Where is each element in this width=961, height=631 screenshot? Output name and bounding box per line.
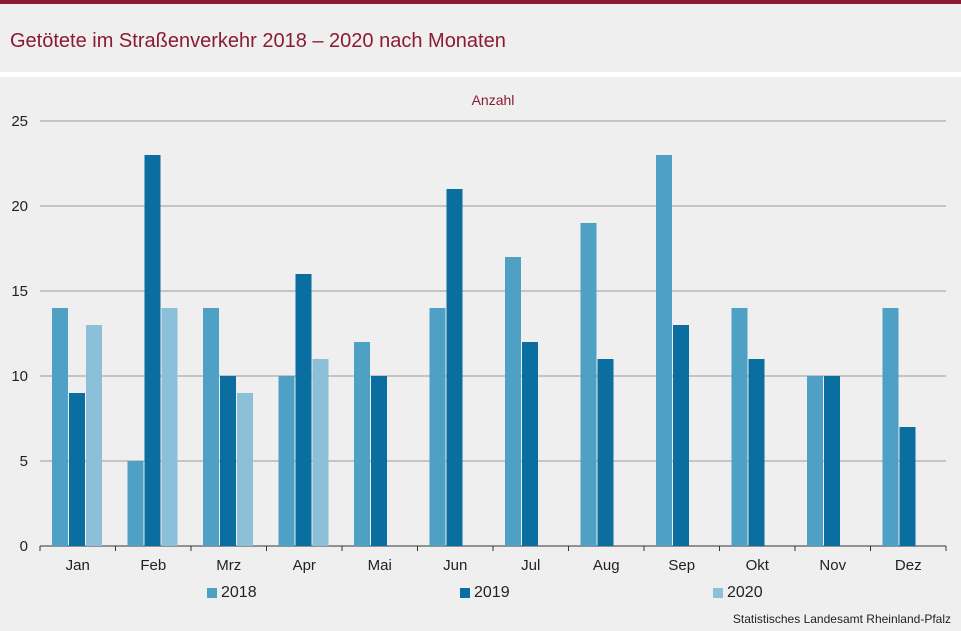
bar-2019	[446, 189, 463, 546]
x-tick-label: Apr	[293, 557, 316, 574]
x-tick-label: Jul	[521, 557, 540, 574]
y-tick-label: 10	[11, 368, 28, 385]
bar-2019	[144, 155, 161, 546]
chart-title: Getötete im Straßenverkehr 2018 – 2020 n…	[10, 30, 506, 52]
bar-2019	[597, 359, 614, 546]
y-axis-label: Anzahl	[472, 92, 515, 108]
legend-item-2020: 2020	[713, 584, 763, 602]
x-tick-label: Mai	[368, 557, 392, 574]
bar-2020	[237, 393, 253, 546]
y-tick-label: 25	[11, 113, 28, 130]
top-accent-bar	[0, 0, 961, 4]
header-separator	[0, 72, 961, 77]
legend-label-2020: 2020	[727, 584, 763, 601]
bar-2019	[295, 274, 312, 546]
x-tick-label: Nov	[819, 557, 846, 574]
x-tick-label: Jun	[443, 557, 467, 574]
bar-2018	[807, 376, 823, 546]
legend-swatch-2019	[460, 588, 470, 598]
bar-2020	[86, 325, 102, 546]
bar-2018	[882, 308, 899, 546]
bar-2019	[220, 376, 236, 546]
legend-swatch-2018	[207, 588, 217, 598]
bar-2018	[656, 155, 672, 546]
bar-2018	[278, 376, 295, 546]
bar-2018	[127, 461, 144, 546]
legend-label-2018: 2018	[221, 584, 257, 601]
legend-item-2018: 2018	[207, 584, 257, 602]
bar-2019	[673, 325, 689, 546]
bar-2018	[203, 308, 219, 546]
bar-2018	[505, 257, 521, 546]
bar-2018	[429, 308, 446, 546]
chart-legend: 2018 2019 2020	[0, 584, 961, 604]
y-tick-label: 0	[20, 538, 28, 555]
x-tick-label: Feb	[140, 557, 166, 574]
bar-2020	[161, 308, 178, 546]
bar-2018	[52, 308, 68, 546]
chart-header: Getötete im Straßenverkehr 2018 – 2020 n…	[0, 4, 961, 72]
legend-item-2019: 2019	[460, 584, 510, 602]
bar-2019	[748, 359, 765, 546]
legend-swatch-2020	[713, 588, 723, 598]
x-tick-label: Sep	[668, 557, 695, 574]
x-tick-label: Jan	[66, 557, 90, 574]
y-tick-label: 15	[11, 283, 28, 300]
x-tick-label: Dez	[895, 557, 922, 574]
bar-2018	[731, 308, 748, 546]
bar-2019	[371, 376, 387, 546]
y-tick-label: 20	[11, 198, 28, 215]
bar-2018	[354, 342, 370, 546]
bar-2019	[899, 427, 916, 546]
bar-2019	[824, 376, 840, 546]
legend-label-2019: 2019	[474, 584, 510, 601]
bar-2020	[312, 359, 329, 546]
source-note: Statistisches Landesamt Rheinland-Pfalz	[732, 612, 951, 626]
bar-2018	[580, 223, 597, 546]
y-tick-label: 5	[20, 453, 28, 470]
x-tick-label: Mrz	[216, 557, 241, 574]
x-tick-label: Aug	[593, 557, 620, 574]
x-tick-label: Okt	[746, 557, 770, 574]
bar-2019	[522, 342, 538, 546]
bar-2019	[69, 393, 85, 546]
